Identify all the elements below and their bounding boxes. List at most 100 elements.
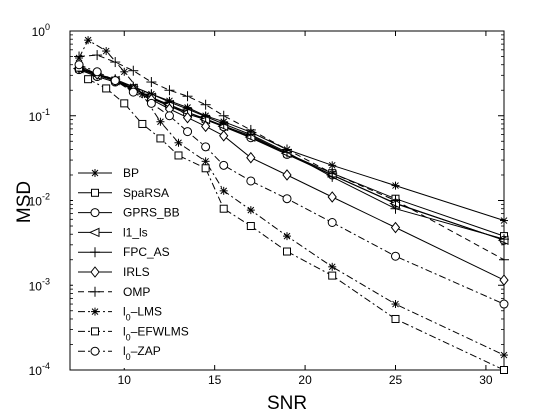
data-point (219, 186, 228, 195)
data-point (246, 222, 255, 231)
legend-entry: IRLS (78, 265, 150, 279)
legend-box (73, 163, 180, 368)
legend-label: OMP (123, 285, 150, 299)
data-point (245, 124, 256, 135)
legend-marker (88, 227, 100, 238)
data-point (146, 77, 157, 88)
data-point (138, 119, 147, 128)
series-line (78, 64, 505, 305)
data-point (219, 129, 229, 142)
y-tick-label: 10-1 (29, 107, 50, 124)
legend-marker (91, 188, 99, 197)
y-tick-label: 10-3 (29, 276, 50, 293)
data-point (327, 191, 337, 203)
legend-label: GPRS_BB (123, 206, 180, 220)
data-point (200, 111, 211, 122)
data-point (128, 65, 139, 76)
legend-marker (90, 286, 100, 297)
data-point (283, 247, 291, 256)
data-point (246, 176, 256, 186)
legend-entry: GPRS_BB (78, 206, 180, 220)
data-point (499, 254, 509, 265)
data-point (391, 314, 400, 323)
legend-marker (90, 208, 100, 218)
data-point (146, 98, 156, 108)
data-point (499, 274, 509, 286)
data-point (182, 91, 193, 102)
data-point (282, 144, 292, 155)
legend-entry: FPC_AS (78, 245, 170, 259)
legend-marker (90, 346, 100, 356)
data-point (500, 351, 508, 360)
axis-ticks: 10 15 20 25 30 10-4 10-3 10-2 10-1 100 (29, 22, 504, 387)
series-l0-efwlms (75, 63, 508, 374)
data-point (84, 36, 93, 45)
y-tick-label: 10-2 (29, 192, 50, 209)
data-point (102, 47, 111, 56)
data-point (500, 216, 508, 225)
data-point (174, 138, 183, 147)
legend-entry: l0–ZAP (78, 344, 161, 362)
legend-label: BP (123, 166, 139, 180)
legend: BPSpaRSAGPRS_BBl1_lsFPC_ASIRLSOMPl0–LMSl… (73, 163, 189, 368)
legend-label: FPC_AS (123, 245, 170, 259)
data-point (390, 221, 401, 234)
legend-label: l0–LMS (123, 305, 162, 323)
data-point (201, 142, 211, 152)
legend-marker (90, 247, 100, 258)
legend-entry: OMP (78, 285, 150, 299)
series-l0-lms (75, 36, 508, 360)
data-point (499, 234, 509, 245)
series-layer (72, 36, 509, 374)
data-point (282, 169, 292, 181)
x-tick-label: 30 (479, 373, 493, 387)
data-point (391, 251, 400, 261)
data-point (218, 110, 229, 121)
data-point (120, 67, 129, 76)
data-point (74, 60, 84, 70)
x-tick-label: 15 (208, 373, 222, 387)
data-point (174, 151, 183, 160)
data-point (200, 120, 211, 133)
series-omp (74, 50, 509, 265)
legend-label: l0–EFWLMS (123, 324, 189, 342)
data-point (390, 195, 401, 206)
data-point (201, 157, 210, 166)
data-point (391, 181, 400, 190)
data-point (92, 50, 103, 61)
data-point (84, 75, 93, 84)
data-point (246, 151, 256, 164)
legend-entry: l0–EFWLMS (78, 324, 189, 342)
legend-label: l1_ls (123, 225, 148, 239)
data-point (246, 206, 255, 215)
legend-label: l0–ZAP (123, 344, 161, 362)
legend-entry: SpaRSA (78, 186, 169, 200)
data-point (200, 99, 211, 110)
data-point (164, 111, 174, 121)
data-point (182, 111, 193, 124)
legend-label: IRLS (123, 265, 150, 279)
legend-marker (90, 266, 100, 278)
data-point (327, 168, 338, 179)
series-l0-zap (74, 60, 509, 309)
data-point (327, 218, 337, 228)
data-point (164, 85, 175, 96)
data-point (120, 99, 129, 108)
data-point (282, 194, 292, 204)
legend-marker (91, 327, 99, 336)
data-point (328, 262, 337, 271)
legend-marker (91, 307, 99, 316)
data-point (201, 164, 210, 173)
x-axis-title: SNR (267, 393, 307, 414)
y-tick-label: 10-4 (29, 361, 50, 378)
data-point (499, 299, 509, 309)
x-tick-label: 25 (389, 373, 403, 387)
data-point (102, 84, 111, 93)
legend-marker (91, 169, 99, 177)
legend-entry: l0–LMS (78, 305, 162, 323)
legend-label: SpaRSA (123, 186, 169, 200)
data-point (500, 366, 508, 374)
data-point (391, 300, 400, 309)
series-line (78, 39, 505, 356)
data-point (138, 90, 147, 99)
